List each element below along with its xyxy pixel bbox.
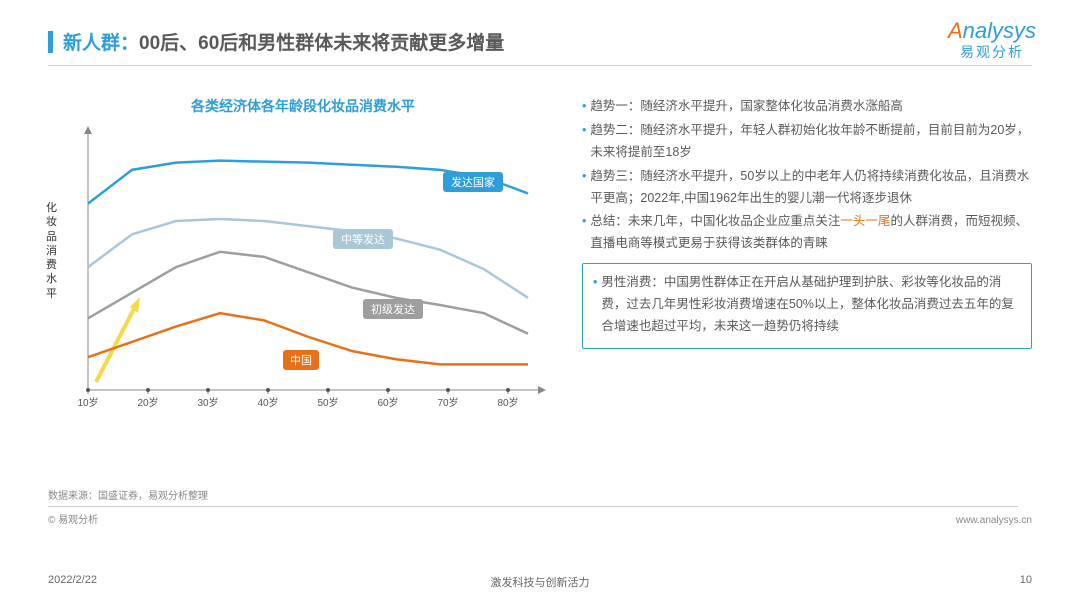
brand-logo: Analysys 易观分析 [948, 18, 1036, 62]
footer: 2022/2/22 激发科技与创新活力 10 [48, 574, 1032, 586]
svg-text:70岁: 70岁 [437, 396, 458, 409]
y-axis-label: 化妆品消费水平 [46, 201, 58, 301]
bullet-item: •总结：未来几年，中国化妆品企业应重点关注一头一尾的人群消费，而短视频、直播电商… [582, 211, 1032, 255]
website-url: www.analysys.cn [956, 515, 1032, 526]
line-chart: 各类经济体各年龄段化妆品消费水平 化妆品消费水平 10岁20岁30岁40岁50岁… [48, 96, 558, 424]
bullet-item: •趋势二：随经济水平提升，年轻人群初始化妆年龄不断提前，目前目前为20岁，未来将… [582, 120, 1032, 164]
svg-text:中等发达: 中等发达 [341, 232, 385, 246]
svg-text:60岁: 60岁 [377, 396, 398, 409]
svg-text:20岁: 20岁 [137, 396, 158, 409]
analysis-text: •趋势一：随经济水平提升，国家整体化妆品消费水涨船高•趋势二：随经济水平提升，年… [582, 96, 1032, 424]
svg-text:10岁: 10岁 [77, 396, 98, 409]
svg-text:80岁: 80岁 [497, 396, 518, 409]
svg-text:40岁: 40岁 [257, 396, 278, 409]
source-note: 数据来源：国盛证券，易观分析整理 © 易观分析 [48, 487, 1018, 530]
svg-text:初级发达: 初级发达 [371, 302, 415, 316]
svg-text:50岁: 50岁 [317, 396, 338, 409]
bullet-item: •趋势一：随经济水平提升，国家整体化妆品消费水涨船高 [582, 96, 1032, 118]
svg-text:30岁: 30岁 [197, 396, 218, 409]
svg-text:发达国家: 发达国家 [451, 175, 495, 189]
highlight-box: •男性消费：中国男性群体正在开启从基础护理到护肤、彩妆等化妆品的消费，过去几年男… [582, 263, 1032, 349]
page-title: 新人群：00后、60后和男性群体未来将贡献更多增量 [63, 28, 504, 55]
svg-text:中国: 中国 [290, 354, 312, 367]
bullet-item: •趋势三：随经济水平提升，50岁以上的中老年人仍将持续消费化妆品，且消费水平更高… [582, 166, 1032, 210]
